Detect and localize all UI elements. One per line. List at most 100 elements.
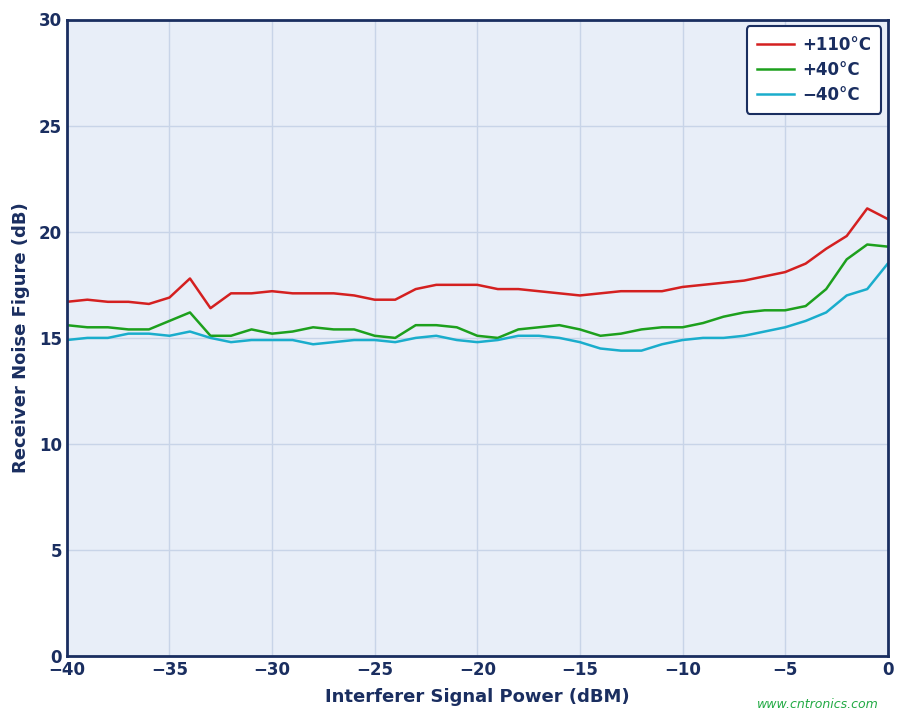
+110°C	[266, 287, 277, 296]
−40°C	[123, 330, 134, 338]
+40°C	[759, 306, 770, 314]
−40°C	[534, 332, 545, 340]
+40°C	[800, 302, 811, 310]
−40°C	[226, 338, 236, 347]
−40°C	[574, 338, 585, 347]
+40°C	[472, 332, 483, 340]
−40°C	[595, 344, 606, 353]
−40°C	[738, 332, 749, 340]
+110°C	[738, 276, 749, 285]
+40°C	[657, 323, 668, 332]
+110°C	[328, 289, 339, 298]
+110°C	[554, 289, 564, 298]
−40°C	[370, 336, 381, 345]
−40°C	[821, 308, 832, 317]
−40°C	[718, 334, 729, 342]
+110°C	[410, 285, 421, 294]
+110°C	[759, 272, 770, 281]
−40°C	[328, 338, 339, 347]
−40°C	[390, 338, 400, 347]
+110°C	[718, 279, 729, 287]
−40°C	[82, 334, 92, 342]
−40°C	[451, 336, 462, 345]
+110°C	[862, 204, 872, 213]
+110°C	[82, 295, 92, 304]
+110°C	[574, 291, 585, 299]
−40°C	[862, 285, 872, 294]
−40°C	[615, 346, 626, 355]
+110°C	[102, 297, 113, 306]
Line: +110°C: +110°C	[67, 208, 888, 308]
+40°C	[62, 321, 72, 330]
+40°C	[698, 319, 708, 327]
−40°C	[780, 323, 791, 332]
Line: +40°C: +40°C	[67, 245, 888, 338]
+40°C	[185, 308, 196, 317]
Line: −40°C: −40°C	[67, 264, 888, 350]
+40°C	[308, 323, 319, 332]
+110°C	[472, 281, 483, 289]
+40°C	[677, 323, 688, 332]
Legend: +110°C, +40°C, −40°C: +110°C, +40°C, −40°C	[747, 26, 881, 113]
+110°C	[308, 289, 319, 298]
−40°C	[636, 346, 647, 355]
−40°C	[143, 330, 154, 338]
+110°C	[164, 293, 175, 302]
+40°C	[842, 255, 853, 264]
+40°C	[370, 332, 381, 340]
+110°C	[513, 285, 524, 294]
+40°C	[574, 325, 585, 334]
+110°C	[780, 268, 791, 276]
−40°C	[657, 340, 668, 348]
+40°C	[451, 323, 462, 332]
+110°C	[882, 215, 893, 223]
+110°C	[821, 244, 832, 253]
+40°C	[143, 325, 154, 334]
+110°C	[226, 289, 236, 298]
X-axis label: Interferer Signal Power (dBM): Interferer Signal Power (dBM)	[325, 688, 630, 706]
+110°C	[205, 304, 216, 312]
+110°C	[246, 289, 257, 298]
+110°C	[492, 285, 503, 294]
+40°C	[492, 334, 503, 342]
−40°C	[472, 338, 483, 347]
+40°C	[410, 321, 421, 330]
+40°C	[513, 325, 524, 334]
+40°C	[615, 330, 626, 338]
+110°C	[185, 274, 196, 283]
+110°C	[657, 287, 668, 296]
+40°C	[554, 321, 564, 330]
+40°C	[246, 325, 257, 334]
−40°C	[287, 336, 298, 345]
−40°C	[492, 336, 503, 345]
+40°C	[534, 323, 545, 332]
−40°C	[430, 332, 441, 340]
−40°C	[164, 332, 175, 340]
−40°C	[759, 327, 770, 336]
+110°C	[370, 295, 381, 304]
−40°C	[62, 336, 72, 345]
+110°C	[595, 289, 606, 298]
+40°C	[780, 306, 791, 314]
+110°C	[123, 297, 134, 306]
−40°C	[102, 334, 113, 342]
+110°C	[636, 287, 647, 296]
+40°C	[718, 312, 729, 321]
+110°C	[698, 281, 708, 289]
−40°C	[246, 336, 257, 345]
+110°C	[615, 287, 626, 296]
+40°C	[882, 242, 893, 251]
−40°C	[677, 336, 688, 345]
+40°C	[821, 285, 832, 294]
+110°C	[534, 287, 545, 296]
+110°C	[677, 283, 688, 292]
+40°C	[123, 325, 134, 334]
−40°C	[266, 336, 277, 345]
−40°C	[842, 291, 853, 299]
+40°C	[102, 323, 113, 332]
+40°C	[164, 317, 175, 325]
+40°C	[738, 308, 749, 317]
Y-axis label: Receiver Noise Figure (dB): Receiver Noise Figure (dB)	[13, 202, 31, 473]
−40°C	[410, 334, 421, 342]
+40°C	[595, 332, 606, 340]
